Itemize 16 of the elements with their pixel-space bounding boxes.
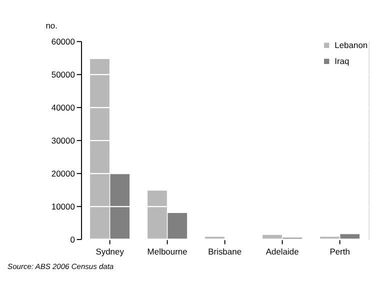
y-axis-title: no.: [46, 20, 58, 30]
y-tick-label: 50000: [51, 69, 76, 80]
x-tick-label: Sydney: [96, 246, 125, 257]
legend-label: Iraq: [334, 56, 350, 66]
y-tick-label: 10000: [51, 201, 76, 212]
source-note: Source: ABS 2006 Census data: [8, 262, 114, 272]
x-tick-label: Melbourne: [147, 246, 188, 257]
y-tick-label: 40000: [51, 102, 76, 112]
y-tick-label: 20000: [51, 168, 76, 178]
y-tick-label: 0: [70, 234, 76, 244]
x-tick-label: Brisbane: [208, 246, 242, 257]
y-tick-label: 60000: [51, 36, 76, 46]
x-tick-label: Adelaide: [266, 246, 300, 257]
legend-label: Lebanon: [334, 40, 368, 50]
y-tick-label: 30000: [51, 135, 76, 146]
x-tick-label: Perth: [330, 246, 350, 257]
